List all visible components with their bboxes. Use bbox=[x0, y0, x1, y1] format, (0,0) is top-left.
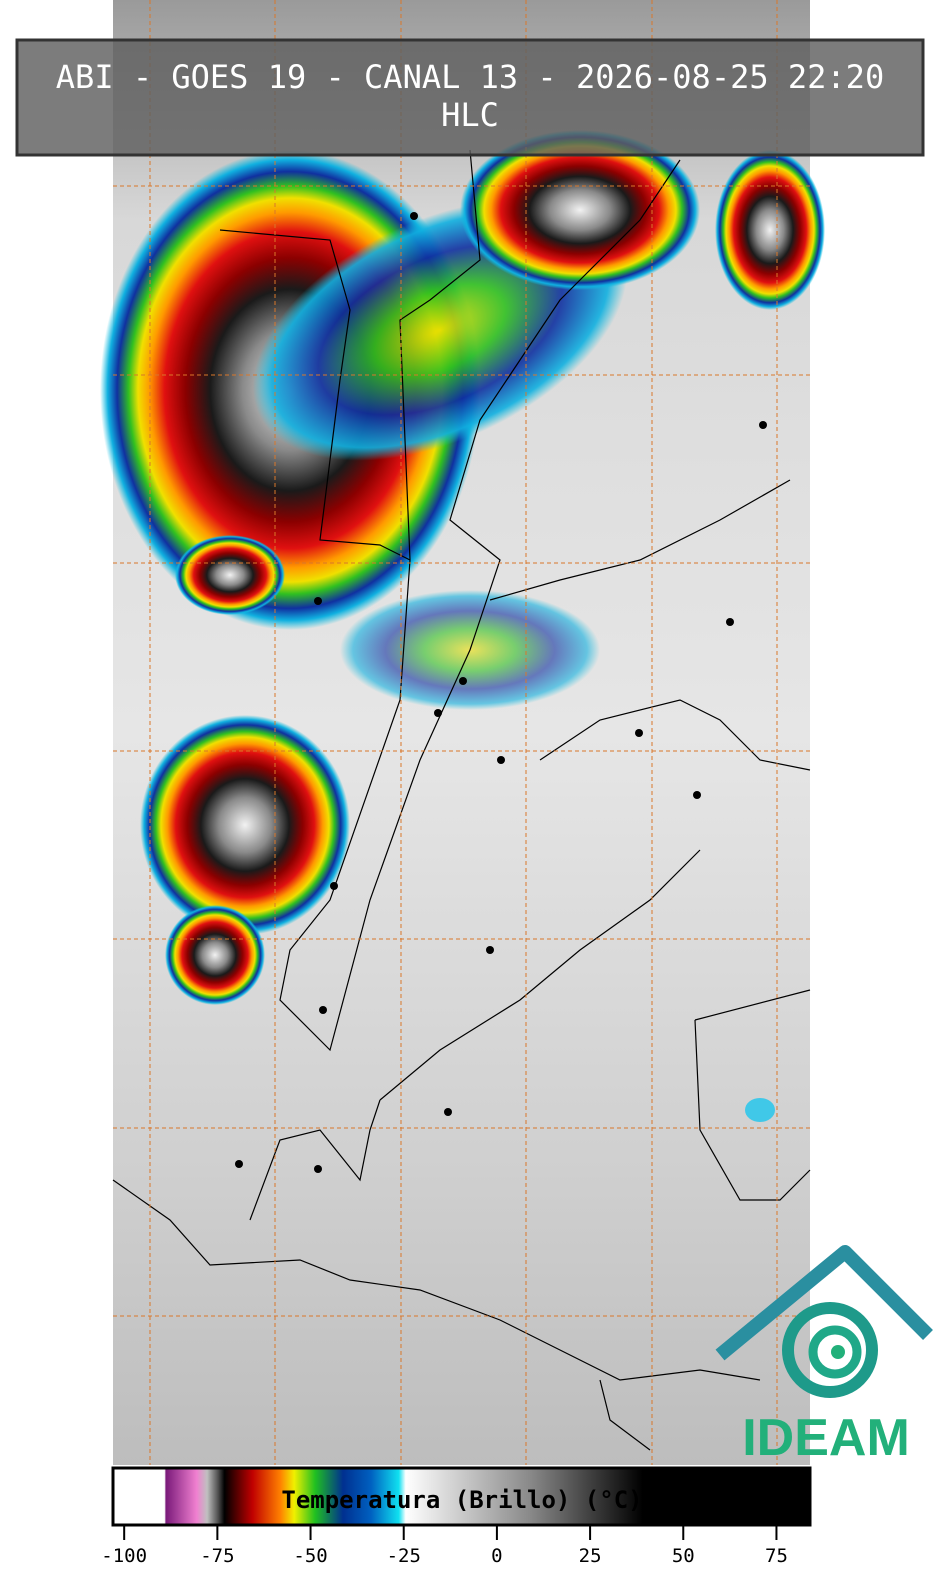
colorbar-tick-label: -50 bbox=[293, 1545, 327, 1567]
colorbar: Temperatura (Brillo) (°C) bbox=[111, 1466, 812, 1527]
cities bbox=[235, 212, 767, 1173]
header-subtitle: HLC bbox=[441, 96, 499, 134]
logo: IDEAM bbox=[715, 1245, 933, 1467]
header: ABI - GOES 19 - CANAL 13 - 2026-08-25 22… bbox=[15, 38, 925, 157]
colorbar-tick-label: 75 bbox=[765, 1545, 788, 1567]
colorbar-tick-label: 50 bbox=[672, 1545, 695, 1567]
header-title: ABI - GOES 19 - CANAL 13 - 2026-08-25 22… bbox=[56, 58, 884, 96]
colorbar-tick-label: -25 bbox=[387, 1545, 421, 1567]
logo-text: IDEAM bbox=[742, 1409, 910, 1467]
colorbar-tick-label: 0 bbox=[491, 1545, 502, 1567]
colorbar-label: Temperatura (Brillo) (°C) bbox=[281, 1486, 642, 1514]
borders bbox=[112, 149, 811, 1451]
colorbar-tick-label: 25 bbox=[579, 1545, 602, 1567]
colorbar-tick-label: -100 bbox=[101, 1545, 147, 1567]
colorbar-tick-label: -75 bbox=[200, 1545, 234, 1567]
satellite-image bbox=[100, 0, 825, 1465]
